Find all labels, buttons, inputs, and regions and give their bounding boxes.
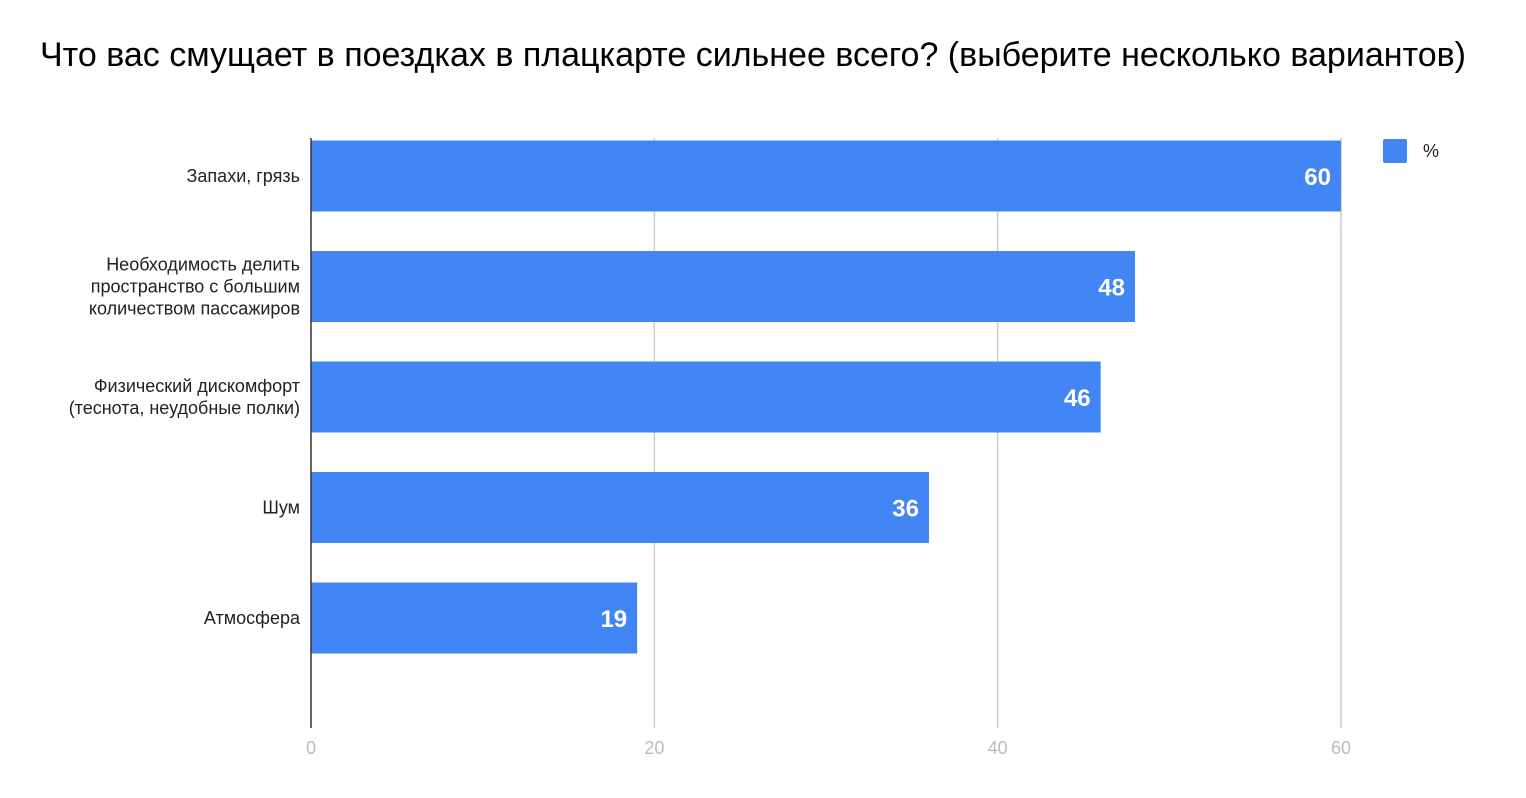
bar-value-label: 60 [1304,164,1331,191]
category-label: Атмосфера [204,608,301,628]
legend[interactable]: % [1383,139,1439,163]
bar-value-label: 19 [600,606,627,633]
chart-title: Что вас смущает в поездках в плацкарте с… [40,36,1467,74]
bar[interactable] [311,361,1101,433]
bars: 60 48 46 36 19 [311,140,1341,654]
bar[interactable] [311,251,1135,322]
bar[interactable] [311,140,1341,212]
bar-value-label: 46 [1064,385,1091,412]
gridlines [653,138,1342,728]
bar-value-label: 48 [1098,275,1125,302]
category-label-line: пространство с большим [91,277,300,297]
category-label: Запахи, грязь [187,166,300,186]
x-tick-label: 20 [644,738,664,758]
bar[interactable] [311,582,638,654]
category-label: Необходимость делить пространство с больш… [89,255,300,319]
legend-label: % [1423,141,1439,161]
bar[interactable] [311,472,929,543]
category-label-line: Физический дискомфорт [94,376,300,396]
x-tick-label: 60 [1331,738,1351,758]
category-label-line: количеством пассажиров [89,299,300,319]
category-label-line: Атмосфера [204,608,301,628]
legend-swatch [1383,139,1407,163]
category-labels: Запахи, грязь Необходимость делить простра… [69,166,301,628]
x-tick-label: 40 [988,738,1008,758]
bar-value-label: 36 [892,496,919,523]
category-label-line: Необходимость делить [106,255,300,275]
x-tick-label: 0 [306,738,316,758]
category-label-line: Шум [262,498,300,518]
category-label: Физический дискомфорт (теснота, неудобные… [69,376,300,418]
category-label-line: Запахи, грязь [187,166,300,186]
category-label: Шум [262,498,300,518]
category-label-line: (теснота, неудобные полки) [69,398,300,418]
x-axis-ticks: 0 20 40 60 [306,738,1351,758]
